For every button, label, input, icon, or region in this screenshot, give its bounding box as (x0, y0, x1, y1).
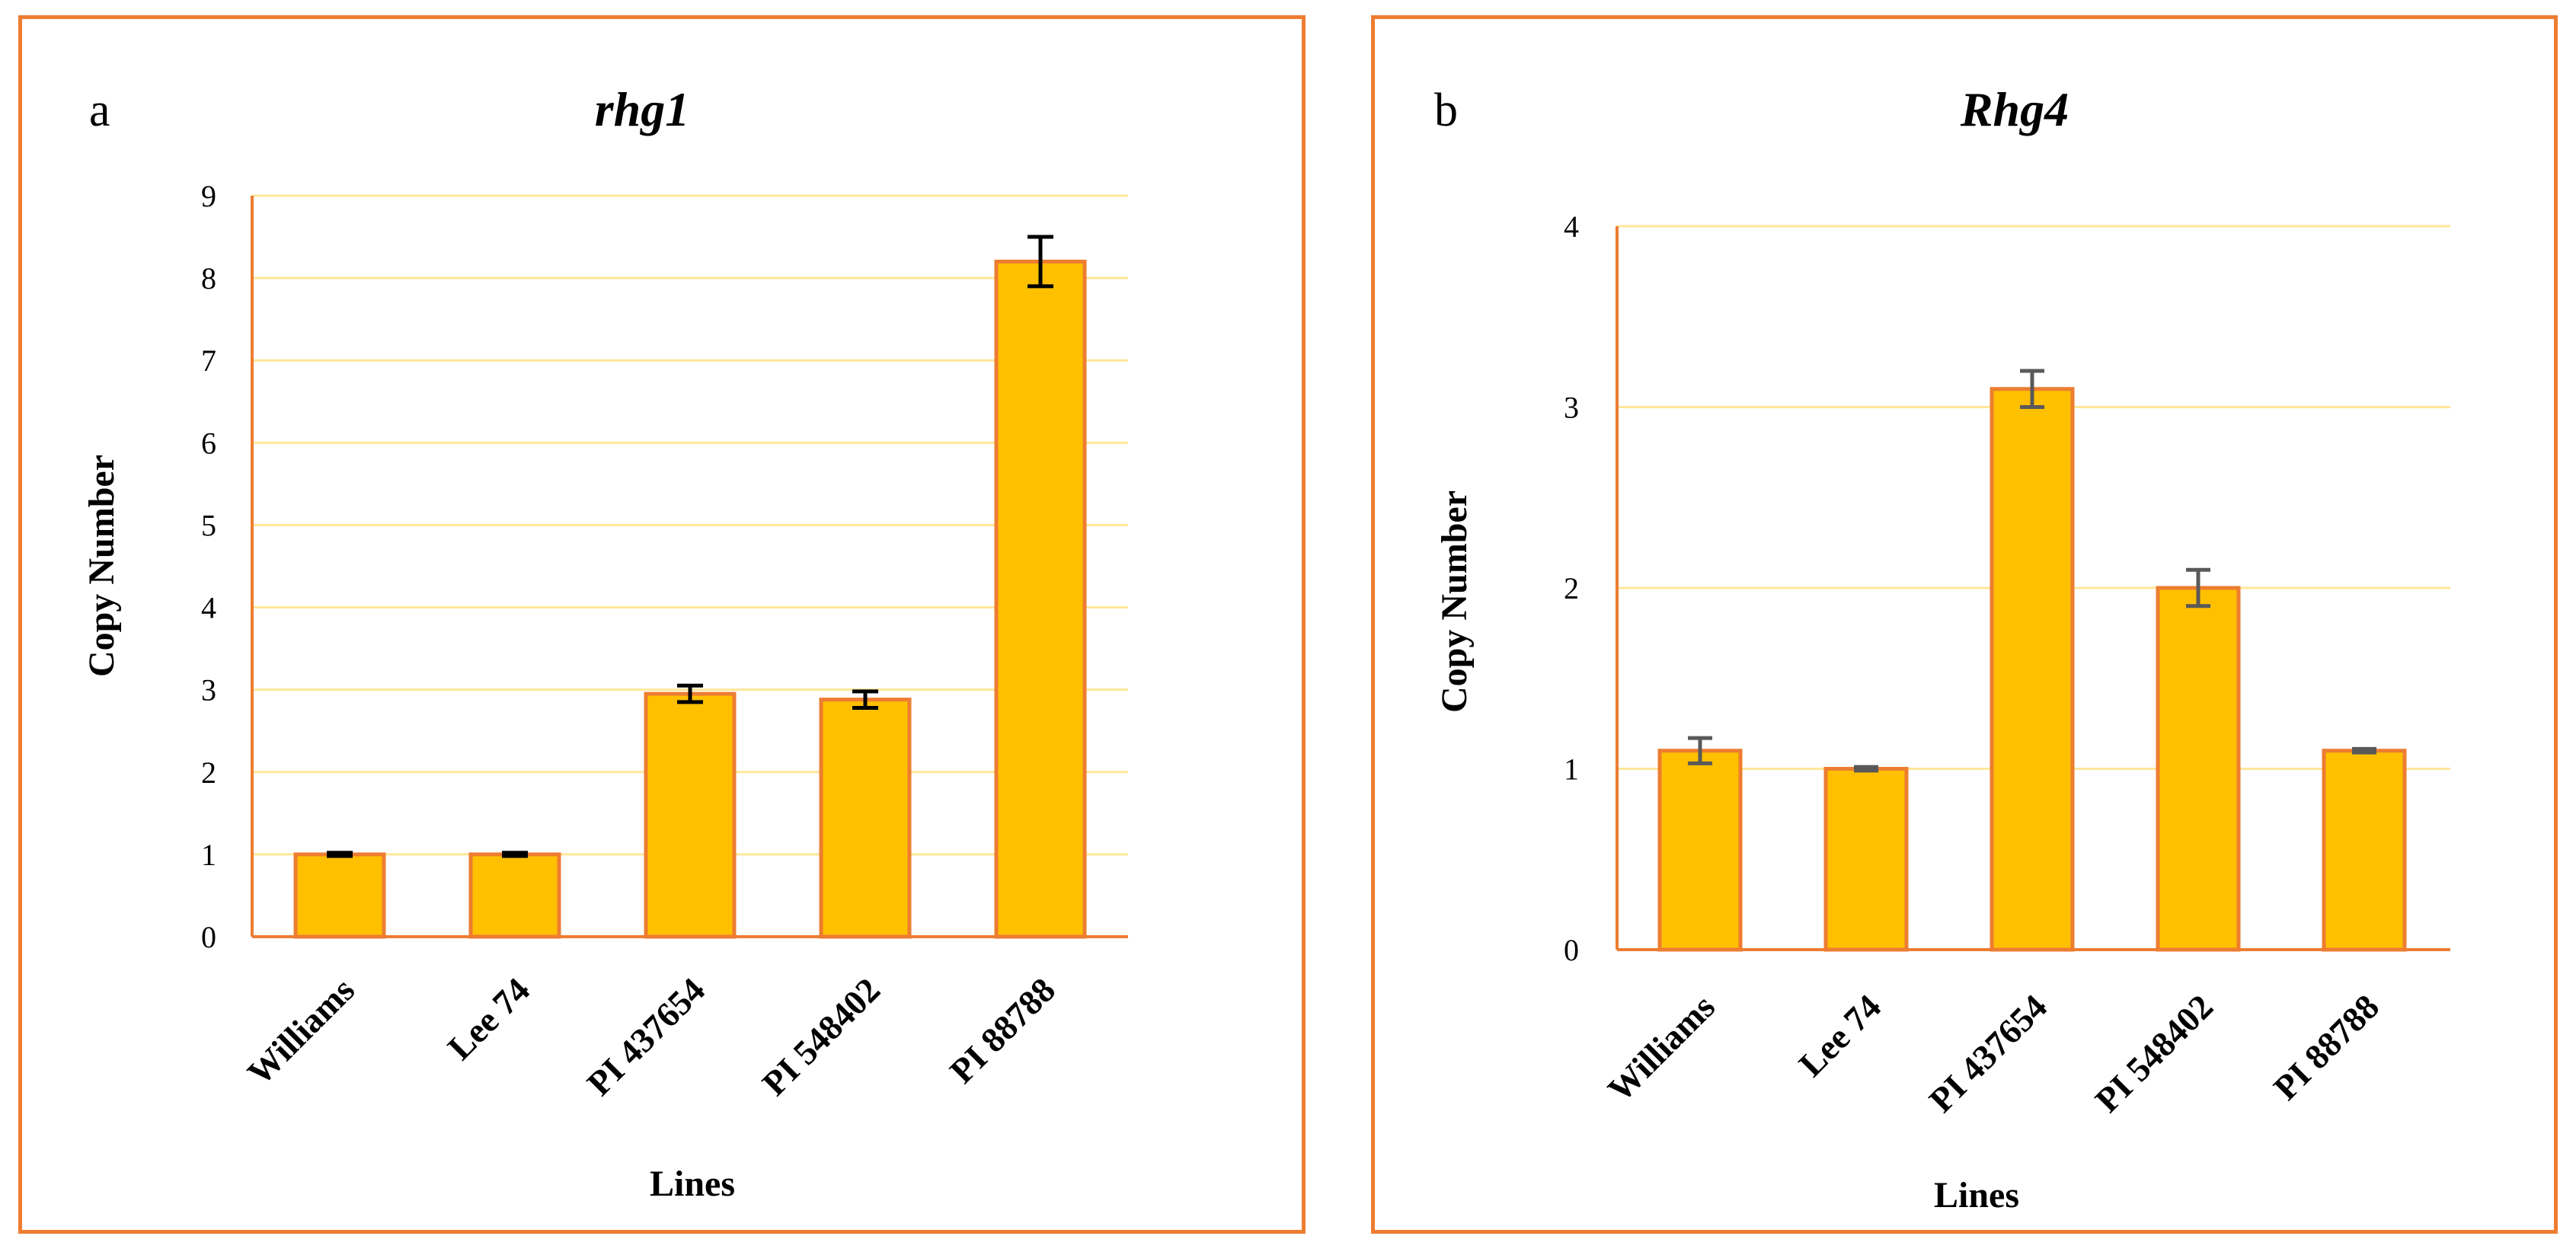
x-tick-label-b-2: Lee 74 (1791, 987, 1888, 1084)
x-tick-label-a-5: PI 88788 (942, 970, 1063, 1091)
x-tick-label-b-5: PI 88788 (2266, 987, 2386, 1107)
y-tick-label-a: 4 (201, 591, 216, 625)
y-axis-label-a: Copy Number (81, 455, 122, 677)
x-axis-label-a: Lines (650, 1164, 735, 1204)
bar-a-4 (819, 698, 912, 939)
bar-b-2 (1823, 767, 1909, 952)
y-tick-label-a: 6 (201, 426, 216, 460)
chart-a-svg: a rhg1 0 1 2 3 4 5 6 7 8 9 Williams Lee 74 PI 437654 PI… (81, 82, 1128, 1204)
x-tick-label-b-3: PI 437654 (1922, 987, 2054, 1119)
chart-b-svg: b Rhg4 0 1 2 3 4 Williams Lee 74 PI 437654 PI 5484… (1434, 82, 2450, 1215)
x-tick-label-a-1: Williams (240, 970, 362, 1092)
bar-b-4 (2156, 586, 2241, 952)
x-tick-label-b-1: Williams (1600, 987, 1722, 1109)
panel-letter-b: b (1434, 85, 1458, 136)
bar-a-2 (468, 852, 561, 939)
y-tick-label-a: 0 (201, 920, 216, 954)
y-tick-label-a: 3 (201, 673, 216, 707)
bar-a-5 (994, 259, 1087, 939)
y-tick-label-b: 0 (1564, 933, 1579, 967)
chart-title-a: rhg1 (595, 82, 690, 136)
x-tick-label-a-3: PI 437654 (580, 970, 712, 1103)
chart-panel-b: b Rhg4 0 1 2 3 4 Williams Lee 74 PI 437654 PI 5484… (1371, 15, 2558, 1234)
y-tick-label-b: 3 (1564, 391, 1579, 425)
y-tick-label-a: 1 (201, 838, 216, 872)
bar-b-3 (1990, 387, 2075, 952)
y-tick-label-b: 1 (1564, 752, 1579, 787)
y-tick-label-a: 8 (201, 261, 216, 295)
x-tick-label-a-2: Lee 74 (440, 970, 537, 1067)
x-tick-label-a-4: PI 548402 (755, 970, 887, 1103)
x-tick-label-b-4: PI 548402 (2088, 987, 2220, 1119)
bar-b-1 (1657, 749, 1743, 952)
y-tick-label-b: 4 (1564, 209, 1579, 244)
y-tick-label-a: 5 (201, 508, 216, 542)
panel-letter-a: a (89, 85, 110, 136)
y-axis-label-b: Copy Number (1434, 490, 1475, 713)
y-tick-label-a: 7 (201, 343, 216, 378)
y-tick-label-a: 2 (201, 755, 216, 790)
y-tick-label-b: 2 (1564, 571, 1579, 605)
bar-a-3 (644, 691, 737, 939)
bar-b-5 (2322, 749, 2407, 952)
x-axis-label-b: Lines (1934, 1175, 2019, 1215)
bar-a-1 (293, 852, 386, 939)
chart-title-b: Rhg4 (1960, 82, 2069, 136)
chart-panel-a: a rhg1 0 1 2 3 4 5 6 7 8 9 Williams Lee 74 PI 437654 PI… (18, 15, 1306, 1234)
y-tick-label-a: 9 (201, 179, 216, 213)
